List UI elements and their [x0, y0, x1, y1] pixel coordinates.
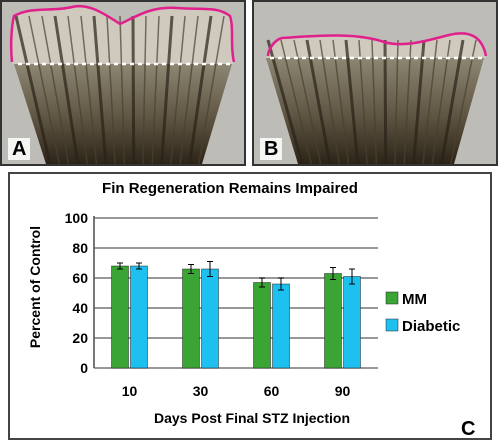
fin-ray [371, 39, 378, 164]
fin-ray [305, 39, 332, 164]
panel-b-label: B [260, 138, 283, 160]
x-axis-label: Days Post Final STZ Injection [154, 410, 350, 426]
fin-ray [266, 39, 304, 164]
fin-ray [53, 15, 80, 164]
fin-ray [450, 39, 477, 164]
regenerated-tissue [11, 6, 235, 64]
fin-ray [80, 15, 98, 164]
fin-ray [358, 39, 368, 164]
fin-ray [41, 15, 70, 164]
legend-label-mm: MM [402, 291, 427, 308]
bar-diabetic-10 [130, 265, 148, 369]
fin-ray [119, 15, 126, 164]
regenerated-tissue [264, 33, 486, 58]
y-tick-label: 60 [72, 270, 88, 286]
legend-label-diabetic: Diabetic [402, 318, 460, 335]
fin-image-panel-a: A [0, 0, 246, 166]
regenerate-outline [9, 4, 236, 63]
bar-mm-60 [253, 282, 271, 369]
legend-swatch-diabetic [385, 318, 399, 332]
fin-image-panel-b: B [252, 0, 498, 166]
chart-title: Fin Regeneration Remains Impaired [102, 180, 358, 197]
regenerate-outline [266, 32, 488, 57]
fin-ray [422, 39, 438, 164]
fin-ray [179, 15, 199, 164]
fin-a-illustration [2, 2, 244, 164]
y-tick-label: 0 [80, 360, 88, 376]
y-tick-label: 40 [72, 300, 88, 316]
fin-ray [403, 39, 412, 164]
x-tick-label: 60 [264, 383, 280, 399]
x-tick-label: 90 [335, 383, 351, 399]
fin-ray [67, 15, 88, 164]
fin-ray [28, 15, 61, 164]
fin-ray [151, 15, 160, 164]
chart-panel-c: Fin Regeneration Remains Impaired Percen… [8, 172, 492, 440]
legend-swatch-mm [385, 291, 399, 305]
fin-ray [431, 39, 451, 164]
fin-ray [332, 39, 350, 164]
bar-diabetic-60 [272, 283, 290, 369]
fin-ray [440, 39, 465, 164]
y-tick-label: 80 [72, 240, 88, 256]
y-axis-label: Percent of Control [27, 226, 43, 348]
fin-b-illustration [254, 2, 496, 164]
y-tick-label: 100 [65, 210, 89, 226]
fin-ray [142, 15, 147, 164]
fin-ray [198, 15, 225, 164]
bar-chart: Fin Regeneration Remains Impaired Percen… [27, 180, 475, 438]
x-tick-label: 10 [122, 383, 138, 399]
x-tick-label: 30 [193, 383, 209, 399]
y-tick-label: 20 [72, 330, 88, 346]
bar-mm-90 [324, 273, 342, 369]
panel-a-label: A [8, 138, 31, 160]
bar-mm-30 [182, 268, 200, 369]
fin-ray [106, 15, 116, 164]
fin-ray [160, 15, 174, 164]
bar-mm-10 [111, 265, 129, 369]
fin-ray [383, 39, 388, 164]
fin-ray [14, 15, 52, 164]
fin-ray [131, 15, 136, 164]
fin-ray [319, 39, 340, 164]
fin-ray [344, 39, 360, 164]
bar-diabetic-30 [201, 268, 219, 369]
bar-diabetic-90 [343, 276, 361, 369]
fin-ray [170, 15, 186, 164]
fin-ray [188, 15, 213, 164]
fin-ray [394, 39, 399, 164]
fin-ray [280, 39, 313, 164]
fin-ray [412, 39, 426, 164]
fin-ray [92, 15, 108, 164]
fin-ray [293, 39, 322, 164]
panel-c-label: C [461, 418, 475, 438]
